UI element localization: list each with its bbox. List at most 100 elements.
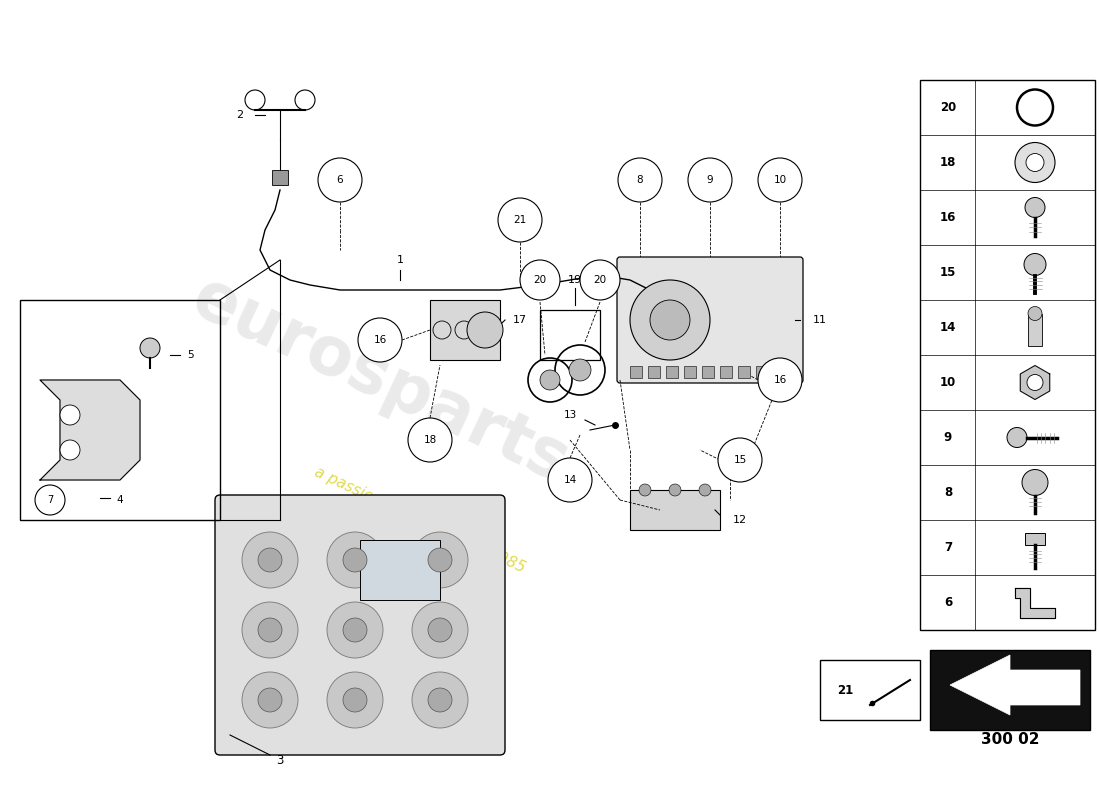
Circle shape	[343, 618, 367, 642]
Text: 11: 11	[813, 315, 827, 325]
Bar	[720, 366, 732, 378]
Circle shape	[468, 312, 503, 348]
Circle shape	[258, 688, 282, 712]
Polygon shape	[950, 655, 1080, 715]
Text: 18: 18	[939, 156, 956, 169]
Circle shape	[618, 158, 662, 202]
Circle shape	[1015, 142, 1055, 182]
Circle shape	[650, 300, 690, 340]
Circle shape	[540, 370, 560, 390]
Circle shape	[1027, 374, 1043, 390]
Text: 7: 7	[944, 541, 953, 554]
Circle shape	[358, 318, 402, 362]
Text: 20: 20	[939, 101, 956, 114]
Circle shape	[258, 618, 282, 642]
Text: 10: 10	[939, 376, 956, 389]
Text: 1: 1	[396, 255, 404, 265]
Text: 13: 13	[563, 410, 576, 420]
Bar	[820, 660, 920, 720]
Text: 12: 12	[733, 515, 747, 525]
Circle shape	[140, 338, 159, 358]
Circle shape	[60, 440, 80, 460]
Circle shape	[1022, 470, 1048, 495]
FancyBboxPatch shape	[617, 257, 803, 383]
Circle shape	[258, 548, 282, 572]
Circle shape	[1006, 427, 1027, 447]
Circle shape	[698, 484, 711, 496]
Polygon shape	[40, 380, 140, 480]
Circle shape	[428, 618, 452, 642]
Circle shape	[428, 688, 452, 712]
Circle shape	[758, 358, 802, 402]
Text: 3: 3	[276, 754, 284, 766]
Text: 15: 15	[734, 455, 747, 465]
Circle shape	[343, 688, 367, 712]
Circle shape	[630, 280, 710, 360]
Text: 300 02: 300 02	[981, 733, 1040, 747]
Text: 20: 20	[593, 275, 606, 285]
Bar	[930, 650, 1090, 730]
Polygon shape	[1021, 366, 1049, 399]
Circle shape	[1028, 306, 1042, 321]
FancyBboxPatch shape	[214, 495, 505, 755]
Circle shape	[498, 198, 542, 242]
Circle shape	[669, 484, 681, 496]
Circle shape	[343, 548, 367, 572]
Circle shape	[580, 260, 620, 300]
Bar	[666, 366, 678, 378]
Bar	[20, 300, 220, 520]
Text: 18: 18	[424, 435, 437, 445]
Text: 21: 21	[837, 683, 854, 697]
Circle shape	[242, 672, 298, 728]
Text: 8: 8	[944, 486, 953, 499]
Bar	[774, 366, 786, 378]
Text: 9: 9	[706, 175, 713, 185]
Circle shape	[408, 418, 452, 462]
Circle shape	[1026, 154, 1044, 171]
Bar	[756, 366, 768, 378]
Circle shape	[318, 158, 362, 202]
Bar	[648, 366, 660, 378]
Text: 14: 14	[563, 475, 576, 485]
Circle shape	[428, 548, 452, 572]
Text: 2: 2	[236, 110, 243, 120]
Circle shape	[412, 532, 468, 588]
Bar	[540, 310, 600, 360]
Bar	[920, 80, 1094, 630]
Circle shape	[60, 405, 80, 425]
Circle shape	[548, 458, 592, 502]
Text: 14: 14	[939, 321, 956, 334]
Circle shape	[242, 532, 298, 588]
Text: 17: 17	[513, 315, 527, 325]
Bar	[1028, 314, 1042, 346]
Circle shape	[569, 359, 591, 381]
Bar	[430, 300, 500, 360]
Circle shape	[327, 532, 383, 588]
Text: 5: 5	[187, 350, 194, 360]
Text: 15: 15	[939, 266, 956, 279]
Text: 16: 16	[373, 335, 386, 345]
Bar	[630, 490, 720, 530]
Circle shape	[1025, 198, 1045, 218]
Circle shape	[327, 672, 383, 728]
Bar	[684, 366, 696, 378]
Text: 21: 21	[514, 215, 527, 225]
Text: 16: 16	[773, 375, 786, 385]
Circle shape	[412, 672, 468, 728]
Bar	[1025, 533, 1045, 545]
Text: 6: 6	[337, 175, 343, 185]
Circle shape	[520, 260, 560, 300]
Bar	[360, 540, 440, 600]
Text: 20: 20	[534, 275, 547, 285]
Circle shape	[639, 484, 651, 496]
Text: 9: 9	[944, 431, 953, 444]
Circle shape	[412, 602, 468, 658]
Bar	[702, 366, 714, 378]
Text: 6: 6	[944, 596, 953, 609]
Text: 4: 4	[117, 495, 123, 505]
Text: eurosparts: eurosparts	[182, 264, 579, 496]
Text: 19: 19	[568, 275, 582, 285]
Circle shape	[327, 602, 383, 658]
Text: 7: 7	[47, 495, 53, 505]
Text: 10: 10	[773, 175, 786, 185]
